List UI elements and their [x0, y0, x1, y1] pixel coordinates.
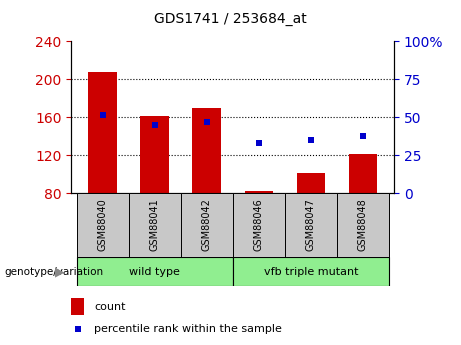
Bar: [296, 173, 325, 193]
Text: GSM88041: GSM88041: [150, 198, 160, 251]
FancyBboxPatch shape: [285, 193, 337, 257]
Text: GSM88046: GSM88046: [254, 198, 264, 251]
Bar: [141, 116, 169, 193]
Bar: [349, 154, 377, 193]
FancyBboxPatch shape: [233, 257, 389, 286]
Text: wild type: wild type: [129, 267, 180, 277]
Text: GSM88048: GSM88048: [358, 198, 368, 251]
FancyBboxPatch shape: [77, 193, 129, 257]
Point: [99, 112, 106, 118]
Point: [203, 119, 211, 125]
Point: [255, 140, 262, 146]
FancyBboxPatch shape: [337, 193, 389, 257]
FancyBboxPatch shape: [129, 193, 181, 257]
Text: GSM88042: GSM88042: [202, 198, 212, 251]
FancyBboxPatch shape: [77, 257, 233, 286]
Point: [307, 137, 314, 143]
FancyBboxPatch shape: [181, 193, 233, 257]
Bar: [89, 72, 117, 193]
Bar: [193, 108, 221, 193]
Text: GSM88040: GSM88040: [98, 198, 108, 251]
Bar: [244, 191, 273, 193]
Text: vfb triple mutant: vfb triple mutant: [264, 267, 358, 277]
Text: count: count: [94, 302, 125, 312]
Point: [288, 205, 295, 210]
Text: GSM88047: GSM88047: [306, 198, 316, 251]
Text: genotype/variation: genotype/variation: [5, 267, 104, 277]
Point: [359, 134, 366, 139]
Point: [151, 122, 159, 128]
Text: GDS1741 / 253684_at: GDS1741 / 253684_at: [154, 12, 307, 26]
Bar: [71, 298, 84, 315]
Text: ▶: ▶: [55, 265, 65, 278]
FancyBboxPatch shape: [233, 193, 285, 257]
Text: percentile rank within the sample: percentile rank within the sample: [94, 325, 282, 334]
